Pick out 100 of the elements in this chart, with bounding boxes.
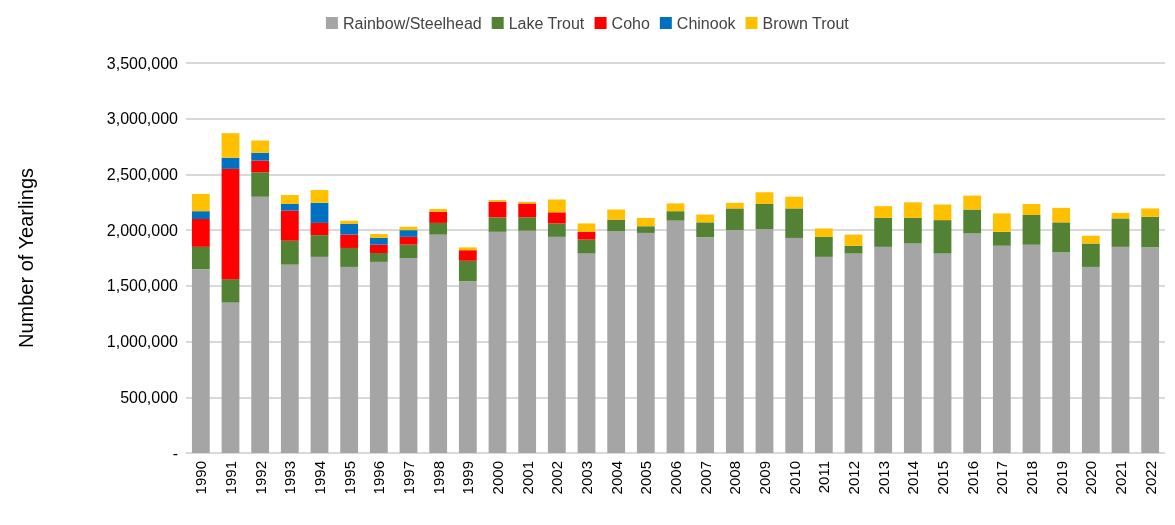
bar bbox=[785, 196, 804, 209]
bar bbox=[191, 219, 210, 247]
bar bbox=[399, 236, 418, 245]
bar bbox=[191, 193, 210, 212]
bar bbox=[1022, 215, 1041, 245]
bar bbox=[429, 208, 448, 212]
bar bbox=[340, 266, 359, 453]
bar bbox=[963, 195, 982, 210]
bar bbox=[636, 217, 655, 227]
y-tick-label: 3,500,000 bbox=[106, 54, 179, 72]
bar bbox=[280, 203, 299, 211]
bar bbox=[814, 256, 833, 453]
x-tick-label: 2018 bbox=[1023, 461, 1040, 495]
bar bbox=[903, 243, 922, 453]
bar bbox=[191, 269, 210, 453]
bar bbox=[458, 260, 477, 282]
bar bbox=[547, 199, 566, 213]
bar bbox=[399, 244, 418, 258]
bar bbox=[518, 230, 537, 453]
bar bbox=[785, 237, 804, 453]
bar bbox=[399, 258, 418, 453]
y-tick-label: 1,000,000 bbox=[106, 333, 179, 351]
y-tick-label: 2,000,000 bbox=[106, 221, 179, 239]
y-axis-title: Number of Yearlings bbox=[15, 167, 37, 349]
x-tick-label: 2000 bbox=[489, 461, 506, 495]
bar bbox=[488, 201, 507, 218]
x-tick-label: 1994 bbox=[311, 461, 328, 495]
y-tick-label: 3,000,000 bbox=[106, 110, 179, 128]
x-tick-label: 2016 bbox=[963, 461, 981, 495]
bar bbox=[399, 230, 418, 237]
bar bbox=[488, 217, 507, 232]
bar bbox=[458, 250, 477, 261]
bar bbox=[547, 236, 566, 453]
bar bbox=[1081, 243, 1100, 267]
bar bbox=[458, 247, 477, 251]
bar bbox=[369, 252, 388, 262]
bar bbox=[607, 231, 626, 453]
x-tick-label: 2021 bbox=[1112, 461, 1129, 495]
bar bbox=[992, 231, 1011, 246]
bar bbox=[874, 217, 893, 247]
bar bbox=[1141, 216, 1160, 248]
bar bbox=[310, 222, 329, 236]
bar bbox=[933, 253, 952, 453]
bar bbox=[310, 235, 329, 257]
x-tick-label: 1992 bbox=[251, 461, 269, 495]
bar bbox=[992, 213, 1011, 232]
bar bbox=[191, 246, 210, 270]
x-tick-label: 2005 bbox=[637, 461, 655, 495]
x-tick-label: 2020 bbox=[1082, 461, 1100, 495]
x-tick-label: 2003 bbox=[578, 461, 595, 495]
legend-label: Rainbow/Steelhead bbox=[342, 14, 482, 32]
bar bbox=[251, 152, 270, 161]
bar bbox=[636, 226, 655, 233]
bar bbox=[488, 231, 507, 453]
bar bbox=[933, 204, 952, 221]
bar bbox=[577, 223, 596, 232]
bar bbox=[310, 256, 329, 453]
x-tick-label: 1998 bbox=[429, 461, 447, 495]
x-tick-label: 2007 bbox=[696, 461, 714, 495]
bar bbox=[1081, 235, 1100, 244]
bar bbox=[755, 229, 774, 453]
bar bbox=[221, 168, 240, 280]
y-tick-label: - bbox=[172, 444, 178, 462]
bar bbox=[785, 208, 804, 238]
bar bbox=[251, 172, 270, 197]
bar bbox=[429, 222, 448, 235]
bar bbox=[1141, 247, 1160, 453]
x-tick-label: 1990 bbox=[192, 461, 210, 495]
x-tick-label: 2011 bbox=[815, 461, 833, 494]
bar bbox=[666, 203, 685, 212]
bar bbox=[844, 234, 863, 246]
x-tick-label: 2019 bbox=[1052, 461, 1070, 495]
x-tick-label: 2006 bbox=[667, 461, 684, 495]
bar bbox=[221, 279, 240, 303]
bar bbox=[547, 212, 566, 224]
y-tick-label: 500,000 bbox=[120, 388, 179, 406]
x-tick-label: 2001 bbox=[518, 461, 536, 495]
x-tick-label: 1999 bbox=[459, 461, 477, 495]
bar bbox=[666, 220, 685, 453]
bar bbox=[280, 240, 299, 265]
bar bbox=[221, 157, 240, 169]
bar bbox=[577, 253, 596, 453]
bar bbox=[310, 190, 329, 203]
bar bbox=[310, 202, 329, 223]
bar bbox=[844, 245, 863, 254]
bar bbox=[755, 192, 774, 204]
x-tick-label: 2013 bbox=[874, 461, 892, 495]
bar bbox=[1111, 218, 1130, 247]
legend-label: Chinook bbox=[676, 14, 737, 32]
bar bbox=[280, 264, 299, 453]
legend-label: Brown Trout bbox=[762, 14, 850, 32]
legend-label: Coho bbox=[611, 14, 650, 32]
bar bbox=[725, 230, 744, 453]
bar bbox=[607, 209, 626, 220]
bar bbox=[696, 222, 715, 238]
bar bbox=[191, 211, 210, 219]
bar bbox=[518, 203, 537, 218]
bar bbox=[844, 253, 863, 453]
bar bbox=[369, 261, 388, 453]
bar bbox=[1022, 244, 1041, 453]
